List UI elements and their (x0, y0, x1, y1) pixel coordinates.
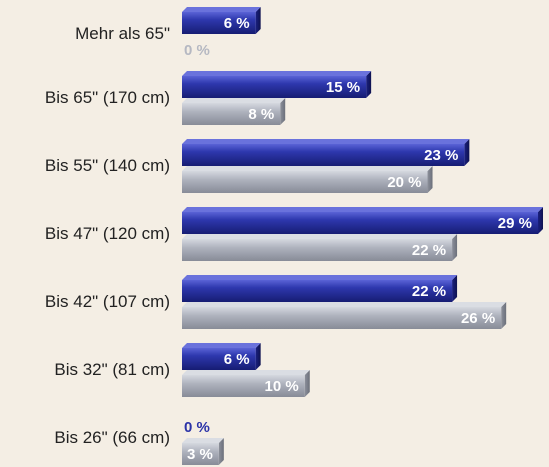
bar-series-2 (182, 370, 310, 397)
bar-side (427, 166, 433, 193)
bar-front (182, 348, 256, 370)
bar-side (366, 71, 372, 98)
data-label: 0 % (184, 419, 210, 436)
category-label: Bis 42" (107 cm) (45, 292, 170, 311)
bar-front (182, 239, 453, 261)
category-label: Bis 65" (170 cm) (45, 88, 170, 107)
bar-top (182, 234, 458, 239)
bar-top (182, 275, 458, 280)
bar-side (304, 370, 310, 397)
data-label: 20 % (387, 174, 421, 191)
bar-side (538, 207, 543, 234)
bar-side (280, 98, 286, 125)
bar-top (182, 98, 286, 103)
bar-series-1 (182, 139, 470, 166)
bar-front (182, 307, 502, 329)
data-label: 29 % (498, 215, 532, 232)
bar-front (182, 144, 465, 166)
bar-series-2 (182, 234, 458, 261)
data-label: 22 % (412, 283, 446, 300)
data-label: 10 % (265, 378, 299, 395)
bar-top (182, 7, 261, 12)
category-label: Bis 32" (81 cm) (54, 360, 170, 379)
data-label: 6 % (224, 351, 250, 368)
bar-front (182, 280, 453, 302)
bar-front (182, 171, 428, 193)
data-label: 6 % (224, 15, 250, 32)
bar-side (218, 438, 224, 465)
bar-front (182, 443, 219, 465)
bar-front (182, 103, 281, 125)
category-label: Bis 26" (66 cm) (54, 428, 170, 447)
data-label: 8 % (248, 106, 274, 123)
bar-series-2 (182, 438, 224, 465)
bar-series-2 (182, 302, 507, 329)
data-label: 0 % (184, 42, 210, 59)
bar-series-1 (182, 207, 543, 234)
bar-top (182, 71, 372, 76)
bar-side (464, 139, 470, 166)
bar-side (501, 302, 507, 329)
bar-side (452, 275, 458, 302)
bar-top (182, 370, 310, 375)
bar-side (452, 234, 458, 261)
data-label: 22 % (412, 242, 446, 259)
bar-series-1 (182, 343, 261, 370)
bar-top (182, 302, 507, 307)
bars-group (182, 7, 543, 465)
bar-top (182, 166, 433, 171)
bar-top (182, 207, 543, 212)
bar-front (182, 212, 538, 234)
category-label: Bis 47" (120 cm) (45, 224, 170, 243)
category-label: Mehr als 65" (75, 24, 170, 43)
bar-side (255, 343, 261, 370)
data-label: 15 % (326, 79, 360, 96)
data-label: 3 % (187, 446, 213, 463)
bar-top (182, 139, 470, 144)
bar-front (182, 12, 256, 34)
labels-group: Mehr als 65" 6 % 0 % Bis 65" (170 cm) 15 % 8 … (45, 15, 532, 463)
category-label: Bis 55" (140 cm) (45, 156, 170, 175)
bar-series-2 (182, 98, 286, 125)
bar-series-2 (182, 166, 433, 193)
bar-front (182, 76, 367, 98)
data-label: 23 % (424, 147, 458, 164)
bar-series-1 (182, 71, 372, 98)
bar-series-1 (182, 275, 458, 302)
data-label: 26 % (461, 310, 495, 327)
bar-front (182, 375, 305, 397)
bar-series-1 (182, 7, 261, 34)
bar-top (182, 343, 261, 348)
bar-top (182, 438, 224, 443)
bar-side (255, 7, 261, 34)
